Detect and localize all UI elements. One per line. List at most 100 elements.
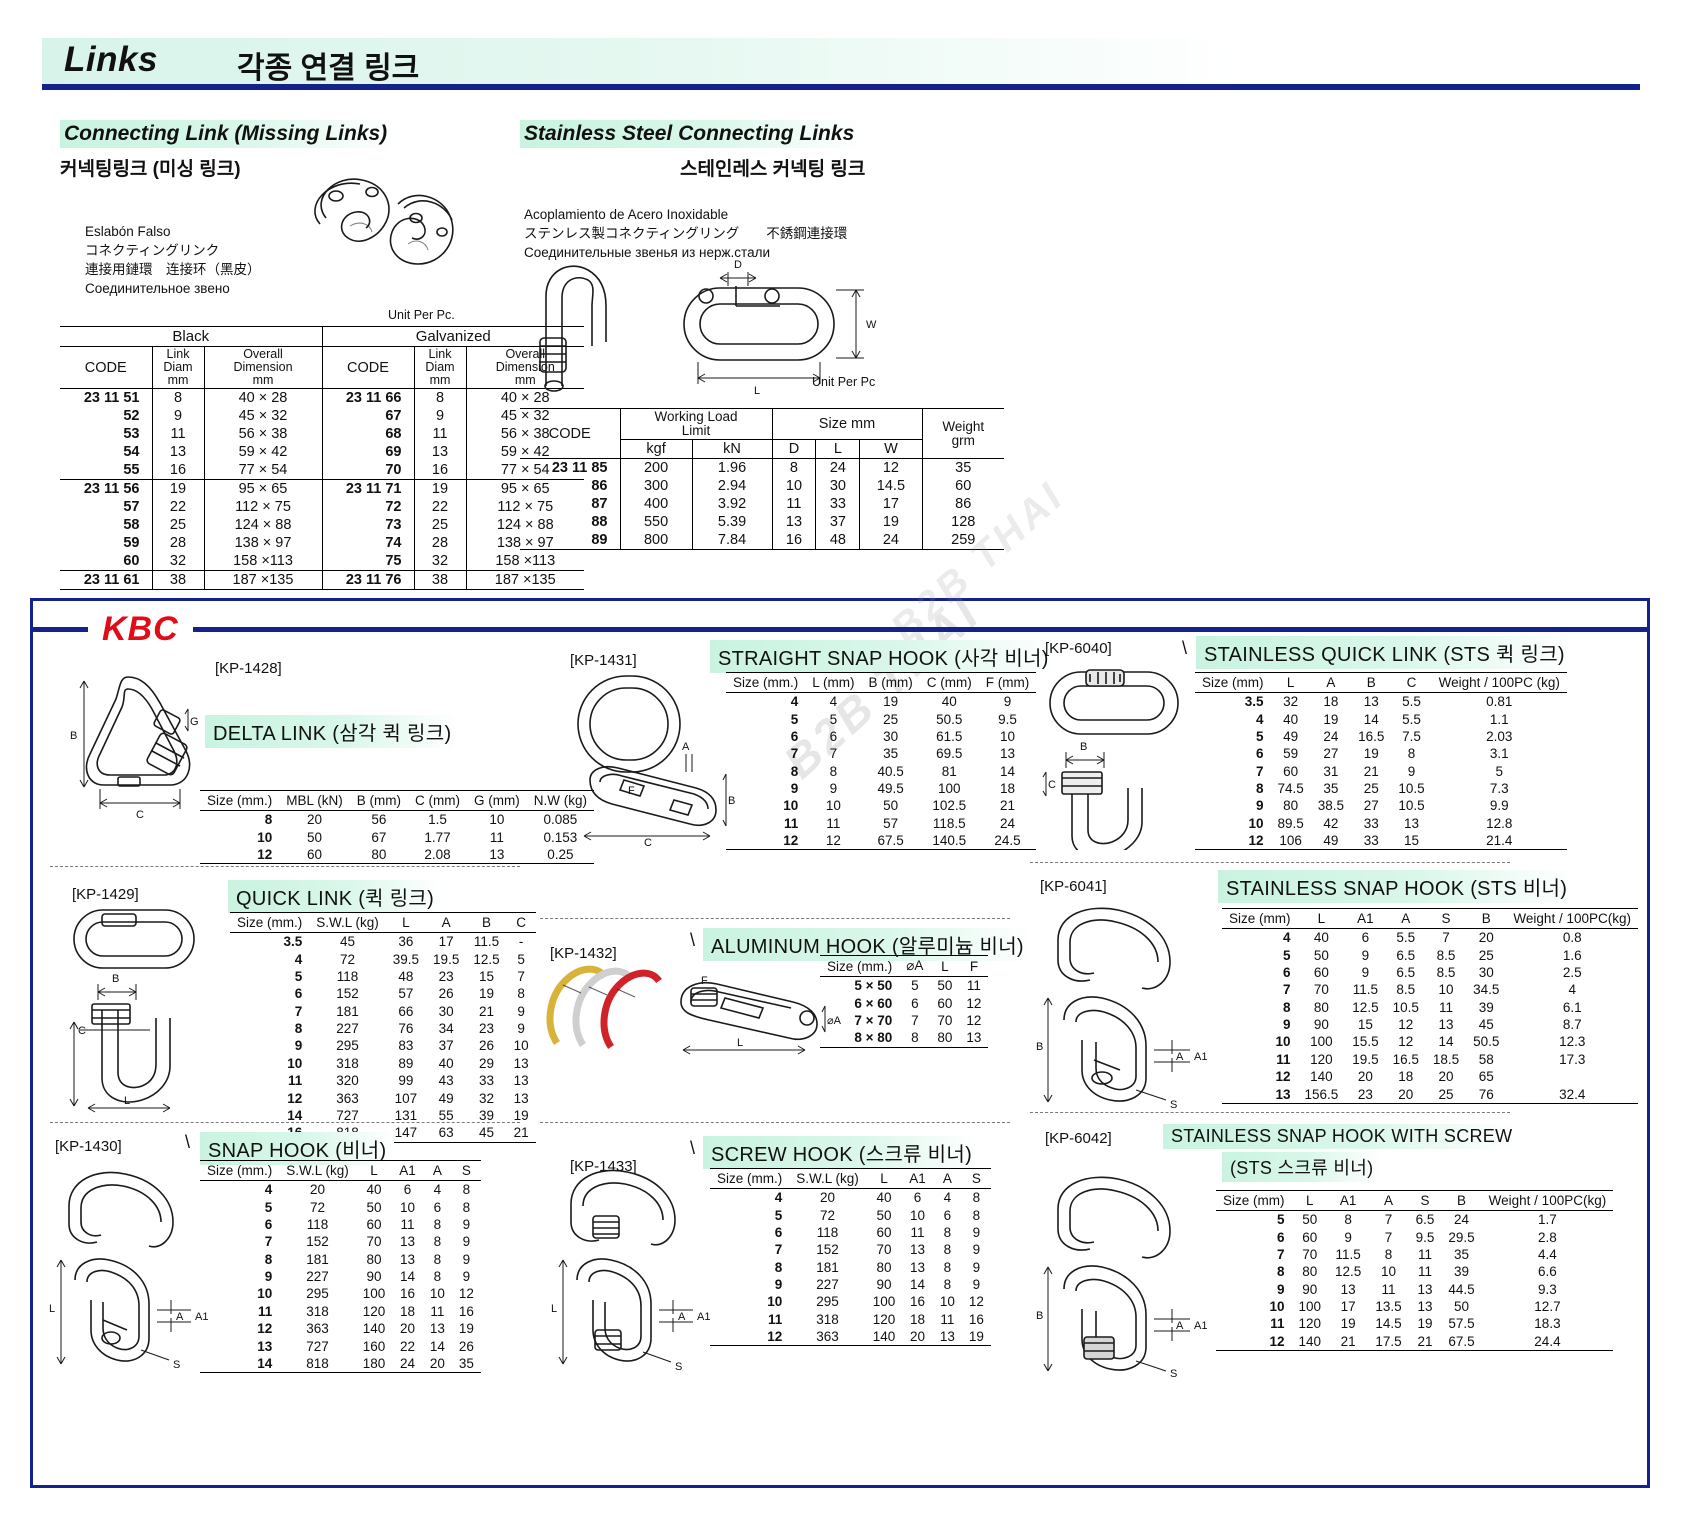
column-header: Weight / 100PC (kg) bbox=[1431, 672, 1567, 693]
table-row: 11 318 120 18 11 16 bbox=[710, 1311, 991, 1328]
kbc-rule-left bbox=[33, 627, 91, 632]
table-row: 8 80 12.5 10 11 39 6.6 bbox=[1216, 1263, 1613, 1280]
column-header: A1 bbox=[902, 1168, 933, 1189]
cell-value: 8.5 bbox=[1436, 947, 1456, 963]
cell-value: 13 bbox=[999, 746, 1015, 762]
cell-value: 8 bbox=[433, 1251, 442, 1267]
stsquick-label-c: C bbox=[1048, 779, 1056, 791]
cell-value: 1.77 bbox=[424, 829, 451, 845]
cell-value: 11 bbox=[826, 815, 841, 831]
cell-code-black: 23 11 61 bbox=[60, 570, 152, 590]
cell-value: 9.5 bbox=[1415, 1229, 1435, 1245]
cell-size: 5 bbox=[774, 1207, 783, 1223]
cell-value: 16.5 bbox=[1358, 728, 1385, 744]
table-row: 13 156.5 23 20 25 76 32.4 bbox=[1222, 1085, 1638, 1103]
column-header: C bbox=[1391, 672, 1432, 693]
cell-value: 9 bbox=[462, 1216, 471, 1232]
cell-value: 20 bbox=[429, 1355, 445, 1371]
cell-value: 30 bbox=[1478, 964, 1494, 980]
cell-value: 72 bbox=[339, 951, 356, 967]
cell-value: 100 bbox=[1298, 1299, 1322, 1315]
cell-diam-galv: 9 bbox=[413, 407, 466, 425]
cell-value: 140 bbox=[362, 1321, 386, 1337]
cell-value: 72 bbox=[819, 1207, 836, 1223]
cell-value: 45 bbox=[339, 934, 356, 950]
cell-value: 12 bbox=[1398, 1034, 1414, 1050]
cell-value: 12.8 bbox=[1486, 815, 1513, 831]
cell-size: 4 bbox=[774, 1190, 783, 1206]
straight-snap-hook-drawing: A B C F bbox=[577, 675, 735, 848]
cell-value: 60 bbox=[937, 995, 953, 1011]
column-header: S.W.L (kg) bbox=[309, 912, 386, 933]
cell-value: 8 bbox=[433, 1216, 442, 1232]
cell-value: 10 bbox=[939, 1294, 955, 1310]
cell-value: 131 bbox=[394, 1107, 418, 1123]
cell-value: 70 bbox=[1302, 1246, 1318, 1262]
cell-value: 5 bbox=[911, 978, 919, 994]
column-header: Size (mm.) bbox=[200, 1160, 280, 1181]
cell-value: 26 bbox=[478, 1038, 494, 1054]
cell-value: 25 bbox=[1438, 1086, 1454, 1102]
cell-value: 107 bbox=[394, 1090, 418, 1106]
cell-size: 9 bbox=[1255, 798, 1264, 814]
snap-hook-table: Size (mm.) S.W.L (kg) L A1 A S 4 20 40 6 4 8 5 72 50 10… bbox=[200, 1160, 481, 1374]
cell-value: 49 bbox=[1283, 728, 1299, 744]
cell-value: 8 bbox=[462, 1182, 471, 1198]
table-row: 23 11 51 8 40 × 28 23 11 66 8 40 × 28 bbox=[60, 388, 584, 407]
cell-value: 23 bbox=[438, 968, 454, 984]
page-title-background bbox=[42, 38, 1640, 84]
table-row: 7 70 11.5 8 11 35 4.4 bbox=[1216, 1246, 1613, 1263]
cell-value: 56 bbox=[371, 812, 387, 828]
table-header-row: Size (mm.) L (mm) B (mm) C (mm) F (mm) bbox=[726, 672, 1037, 693]
cell-value: 24.4 bbox=[1534, 1333, 1561, 1349]
cell-size: 9 bbox=[264, 1269, 273, 1285]
sts-header-kgf: kgf bbox=[619, 439, 693, 459]
cell-dim-black: 158 ×113 bbox=[203, 552, 322, 571]
column-header: S.W.L (kg) bbox=[789, 1168, 866, 1189]
cell-value: 2.8 bbox=[1538, 1229, 1557, 1245]
cell-value: 45 bbox=[1478, 1017, 1494, 1033]
cell-value: 8 bbox=[1344, 1212, 1352, 1228]
cell-value: 10.5 bbox=[1398, 798, 1425, 814]
page-title-rule bbox=[42, 84, 1640, 90]
delta-link-drawing: B C G bbox=[70, 676, 199, 821]
cell-value: 80 bbox=[366, 1251, 382, 1267]
sts-lang-line-es: Acoplamiento de Acero Inoxidable bbox=[524, 207, 729, 222]
cell-value: 24 bbox=[1323, 728, 1339, 744]
cell-value: 10 bbox=[1380, 1264, 1396, 1280]
cell-size: 7 × 70 bbox=[854, 1012, 893, 1028]
sts-snap-hook-screw-drawing: B A A1 S bbox=[1036, 1176, 1207, 1380]
column-header: Size (mm) bbox=[1222, 908, 1298, 929]
snap-hook-title: SNAP HOOK (비너) bbox=[200, 1132, 395, 1165]
cell-value: 15.5 bbox=[1352, 1034, 1379, 1050]
cell-value: 60 bbox=[876, 1224, 892, 1240]
cell-diam-galv: 28 bbox=[413, 534, 466, 552]
connecting-link-section: Connecting Link (Missing Links) 커넥팅링크 (미… bbox=[60, 120, 490, 181]
cell-value: 21 bbox=[999, 798, 1015, 814]
straight-label-c: C bbox=[644, 837, 652, 848]
divider-6 bbox=[1030, 1112, 1510, 1113]
table-row: 6 × 60 6 60 12 bbox=[820, 994, 988, 1011]
table-row: 59 28 138 × 97 74 28 138 × 97 bbox=[60, 534, 584, 552]
cell-value: 50 bbox=[1454, 1299, 1470, 1315]
cell-value: 318 bbox=[306, 1303, 329, 1319]
sts-quick-link-table: Size (mm) L A B C Weight / 100PC (kg) 3.5 32 18 1… bbox=[1195, 672, 1567, 851]
cell-value: 9 bbox=[1361, 947, 1370, 963]
cell-dim-black: 45 × 32 bbox=[203, 407, 322, 425]
cell-size: 7 bbox=[294, 1003, 303, 1019]
cell-value: 11 bbox=[1381, 1281, 1396, 1297]
cell-value: 8.5 bbox=[1396, 982, 1416, 998]
cell-value: 32 bbox=[1283, 694, 1299, 710]
cell-value: 15 bbox=[478, 968, 494, 984]
column-header: A bbox=[932, 1168, 962, 1189]
cell-diam-galv: 16 bbox=[413, 461, 466, 480]
cell-value: 12 bbox=[966, 1012, 982, 1028]
cell-value: 19.5 bbox=[433, 951, 460, 967]
table-row: 12 363 140 20 13 19 bbox=[200, 1320, 481, 1337]
sts-lang-line-ru: Соединительные звенья из нерж.стали bbox=[524, 245, 771, 260]
aluminum-hook-slash: \ bbox=[690, 930, 696, 950]
cell-size: 7 bbox=[1282, 982, 1291, 998]
cell-value: 19 bbox=[1323, 711, 1339, 727]
cell-code-black: 55 bbox=[123, 462, 140, 478]
cell-value: 11 bbox=[966, 978, 981, 994]
